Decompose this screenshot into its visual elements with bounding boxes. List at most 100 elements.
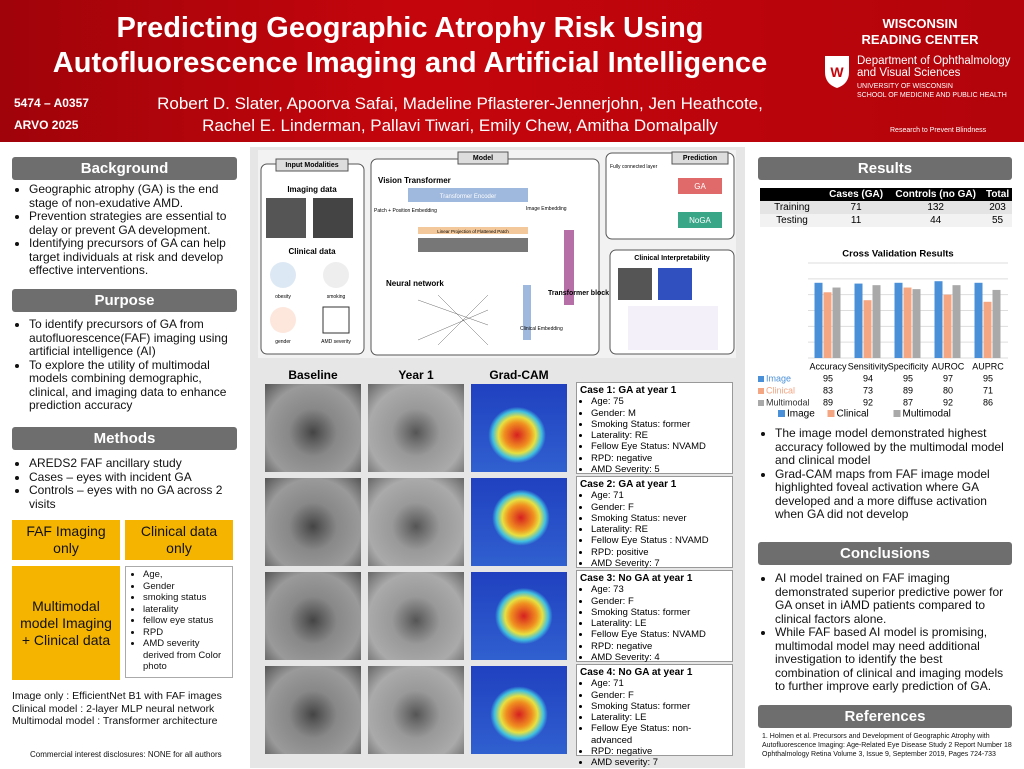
title-line: Predicting Geographic Atrophy Risk Using	[116, 12, 704, 44]
fundus-image	[368, 666, 464, 754]
gradcam-image	[471, 572, 567, 660]
label: GA	[694, 182, 706, 191]
bullet: Identifying precursors of GA can help ta…	[29, 236, 236, 278]
thumb	[618, 268, 652, 300]
icon	[270, 307, 296, 333]
fundus-image	[265, 572, 361, 660]
legend-label: Multimodal	[903, 409, 951, 420]
case-item: Smoking Status: never	[591, 513, 732, 524]
label: Image Embedding	[526, 206, 567, 212]
bullet: fellow eye status	[143, 615, 232, 627]
text: Image only : EfficientNet B1 with FAF im…	[12, 690, 222, 702]
column-header: Year 1	[398, 368, 434, 382]
cell: Cases (GA)	[829, 189, 884, 200]
case-item: RPD: negative	[591, 746, 732, 757]
rpb: Research to Prevent Blindness	[890, 127, 987, 134]
case-title: Case 2: GA at year 1	[580, 479, 677, 490]
clinical-box: Clinical data only	[125, 520, 233, 560]
case-title: Case 3: No GA at year 1	[580, 573, 693, 584]
label: gender	[275, 339, 291, 345]
bar	[854, 283, 863, 358]
case-title: Case 1: GA at year 1	[580, 385, 677, 396]
series-label: Image	[766, 373, 791, 383]
table-row: Training 71 132 203	[760, 201, 1012, 214]
label: Prediction	[683, 155, 717, 162]
case-item: Laterality: RE	[591, 524, 732, 535]
case-item: Smoking Status: former	[591, 419, 732, 430]
bar	[974, 282, 983, 358]
legend-swatch	[758, 388, 764, 394]
bar	[872, 285, 881, 358]
network	[417, 294, 489, 346]
data-label: 83	[823, 385, 833, 395]
cell: Controls (no GA)	[895, 189, 976, 200]
department: Department of Ophthalmology and Visual S…	[857, 55, 1010, 79]
data-label: 86	[983, 397, 993, 407]
case-item: Fellow Eye Status: NVAMD	[591, 441, 732, 452]
list: Age,Gendersmoking statuslateralityfellow…	[126, 569, 232, 673]
bar	[863, 300, 872, 358]
case-item: Laterality: RE	[591, 430, 732, 441]
bullet: While FAF based AI model is promising, m…	[775, 625, 1010, 694]
case-item: Gender: F	[591, 690, 732, 701]
chart-title: Cross Validation Results	[842, 249, 953, 260]
cell: 55	[991, 215, 1004, 226]
bullet: Controls – eyes with no GA across 2 visi…	[29, 483, 236, 511]
data-label: 92	[863, 397, 873, 407]
data-label: 92	[943, 397, 953, 407]
bar	[943, 294, 952, 358]
list: Age: 71Gender: FSmoking Status: neverLat…	[577, 490, 732, 569]
svg-text:W: W	[830, 64, 844, 80]
label: smoking	[327, 294, 346, 300]
bullet: Grad-CAM maps from FAF image model highl…	[775, 467, 1010, 522]
case-item: Fellow Eye Status: non-advanced	[591, 723, 732, 746]
legend-swatch	[778, 410, 785, 417]
bullet: To explore the utility of multimodal mod…	[29, 358, 236, 413]
bullets: To identify precursors of GA from autofl…	[12, 317, 236, 413]
case-item: RPD: positive	[591, 547, 732, 558]
case-box: Case 4: No GA at year 1Age: 71Gender: FS…	[576, 664, 733, 768]
data-label: 94	[863, 373, 873, 383]
title-line: Autofluorescence Imaging and Artificial …	[52, 47, 768, 79]
fundus-image	[265, 478, 361, 566]
fundus-image	[368, 572, 464, 660]
data-label: 71	[983, 385, 993, 395]
case-box: Case 2: GA at year 1Age: 71Gender: FSmok…	[576, 476, 733, 569]
column-header: Grad-CAM	[489, 368, 549, 382]
bullet: Gender	[143, 581, 232, 593]
label: Transformer block	[548, 290, 609, 297]
block-bar	[564, 230, 574, 305]
column-header: Baseline	[288, 368, 338, 382]
label: NoGA	[689, 216, 711, 225]
ga-box	[678, 178, 722, 194]
series-label: Multimodal	[766, 397, 810, 407]
gradcam-image	[471, 666, 567, 754]
x-tick-label: AUROC	[932, 361, 965, 371]
bar	[894, 282, 903, 358]
noga-box	[678, 212, 722, 228]
tag	[275, 158, 349, 172]
text: Clinical model : 2-layer MLP neural netw…	[12, 702, 215, 715]
tag	[671, 151, 729, 165]
case-item: Gender: M	[591, 408, 732, 419]
disclosure: Commercial interest disclosures: NONE fo…	[30, 750, 222, 759]
feature-list: Age,Gendersmoking statuslateralityfellow…	[125, 566, 233, 678]
table-row: Testing 11 44 55	[760, 214, 1012, 227]
cell: 203	[989, 202, 1006, 213]
bar	[912, 289, 921, 358]
data-label: 73	[863, 385, 873, 395]
bullet: Geographic atrophy (GA) is the end stage…	[29, 182, 236, 210]
section-heading: Results	[758, 157, 1012, 180]
imaging-box: FAF Imaging only	[12, 520, 120, 560]
data-label: 87	[903, 397, 913, 407]
fundus-image	[368, 478, 464, 566]
case-item: AMD Severity: 5	[591, 464, 732, 475]
cell: 132	[927, 202, 944, 213]
label: Clinical Embedding	[520, 326, 563, 332]
text: Department of Ophthalmology	[857, 55, 1011, 67]
legend-swatch	[827, 410, 835, 417]
model-diagram: Input Modalities Imaging data Clinical d…	[258, 150, 736, 358]
legend-swatch	[893, 410, 901, 417]
label: Imaging data	[287, 185, 337, 194]
